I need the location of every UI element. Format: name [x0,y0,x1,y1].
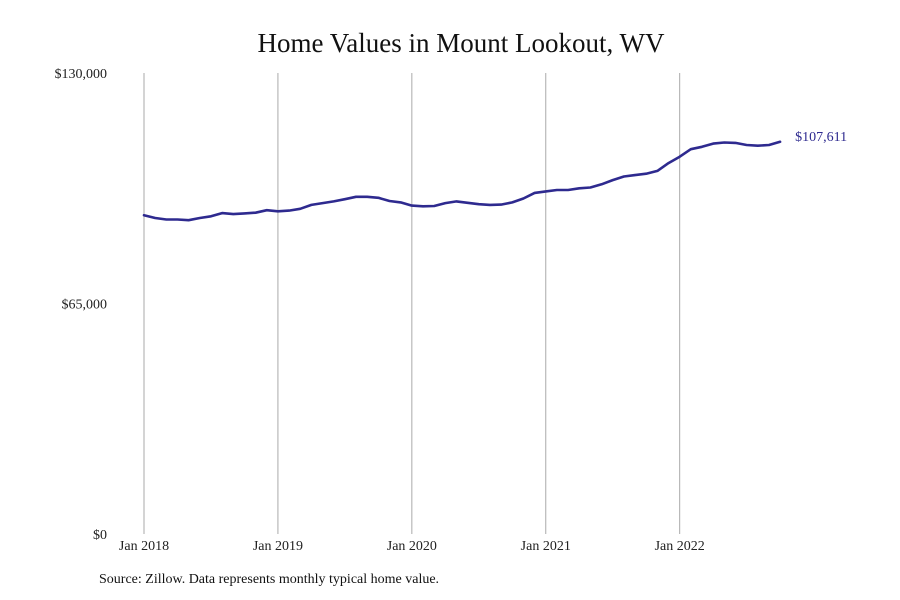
y-tick-label: $0 [93,528,107,543]
series-layer: $107,611 [142,130,847,222]
source-note: Source: Zillow. Data represents monthly … [99,572,440,587]
end-value-label: $107,611 [795,130,847,145]
y-tick-label: $130,000 [55,67,108,82]
x-axis-ticks: Jan 2018 Jan 2019 Jan 2020 Jan 2021 Jan 2022 [119,539,705,554]
series-line [142,140,782,222]
x-tick-label: Jan 2022 [655,539,705,554]
y-tick-label: $65,000 [62,298,108,313]
y-axis-ticks: $0 $65,000 $130,000 [55,67,108,543]
x-tick-label: Jan 2021 [521,539,571,554]
chart-title: Home Values in Mount Lookout, WV [258,28,665,58]
x-tick-label: Jan 2020 [387,539,437,554]
gridlines [143,73,681,534]
x-tick-label: Jan 2019 [253,539,303,554]
x-tick-label: Jan 2018 [119,539,169,554]
